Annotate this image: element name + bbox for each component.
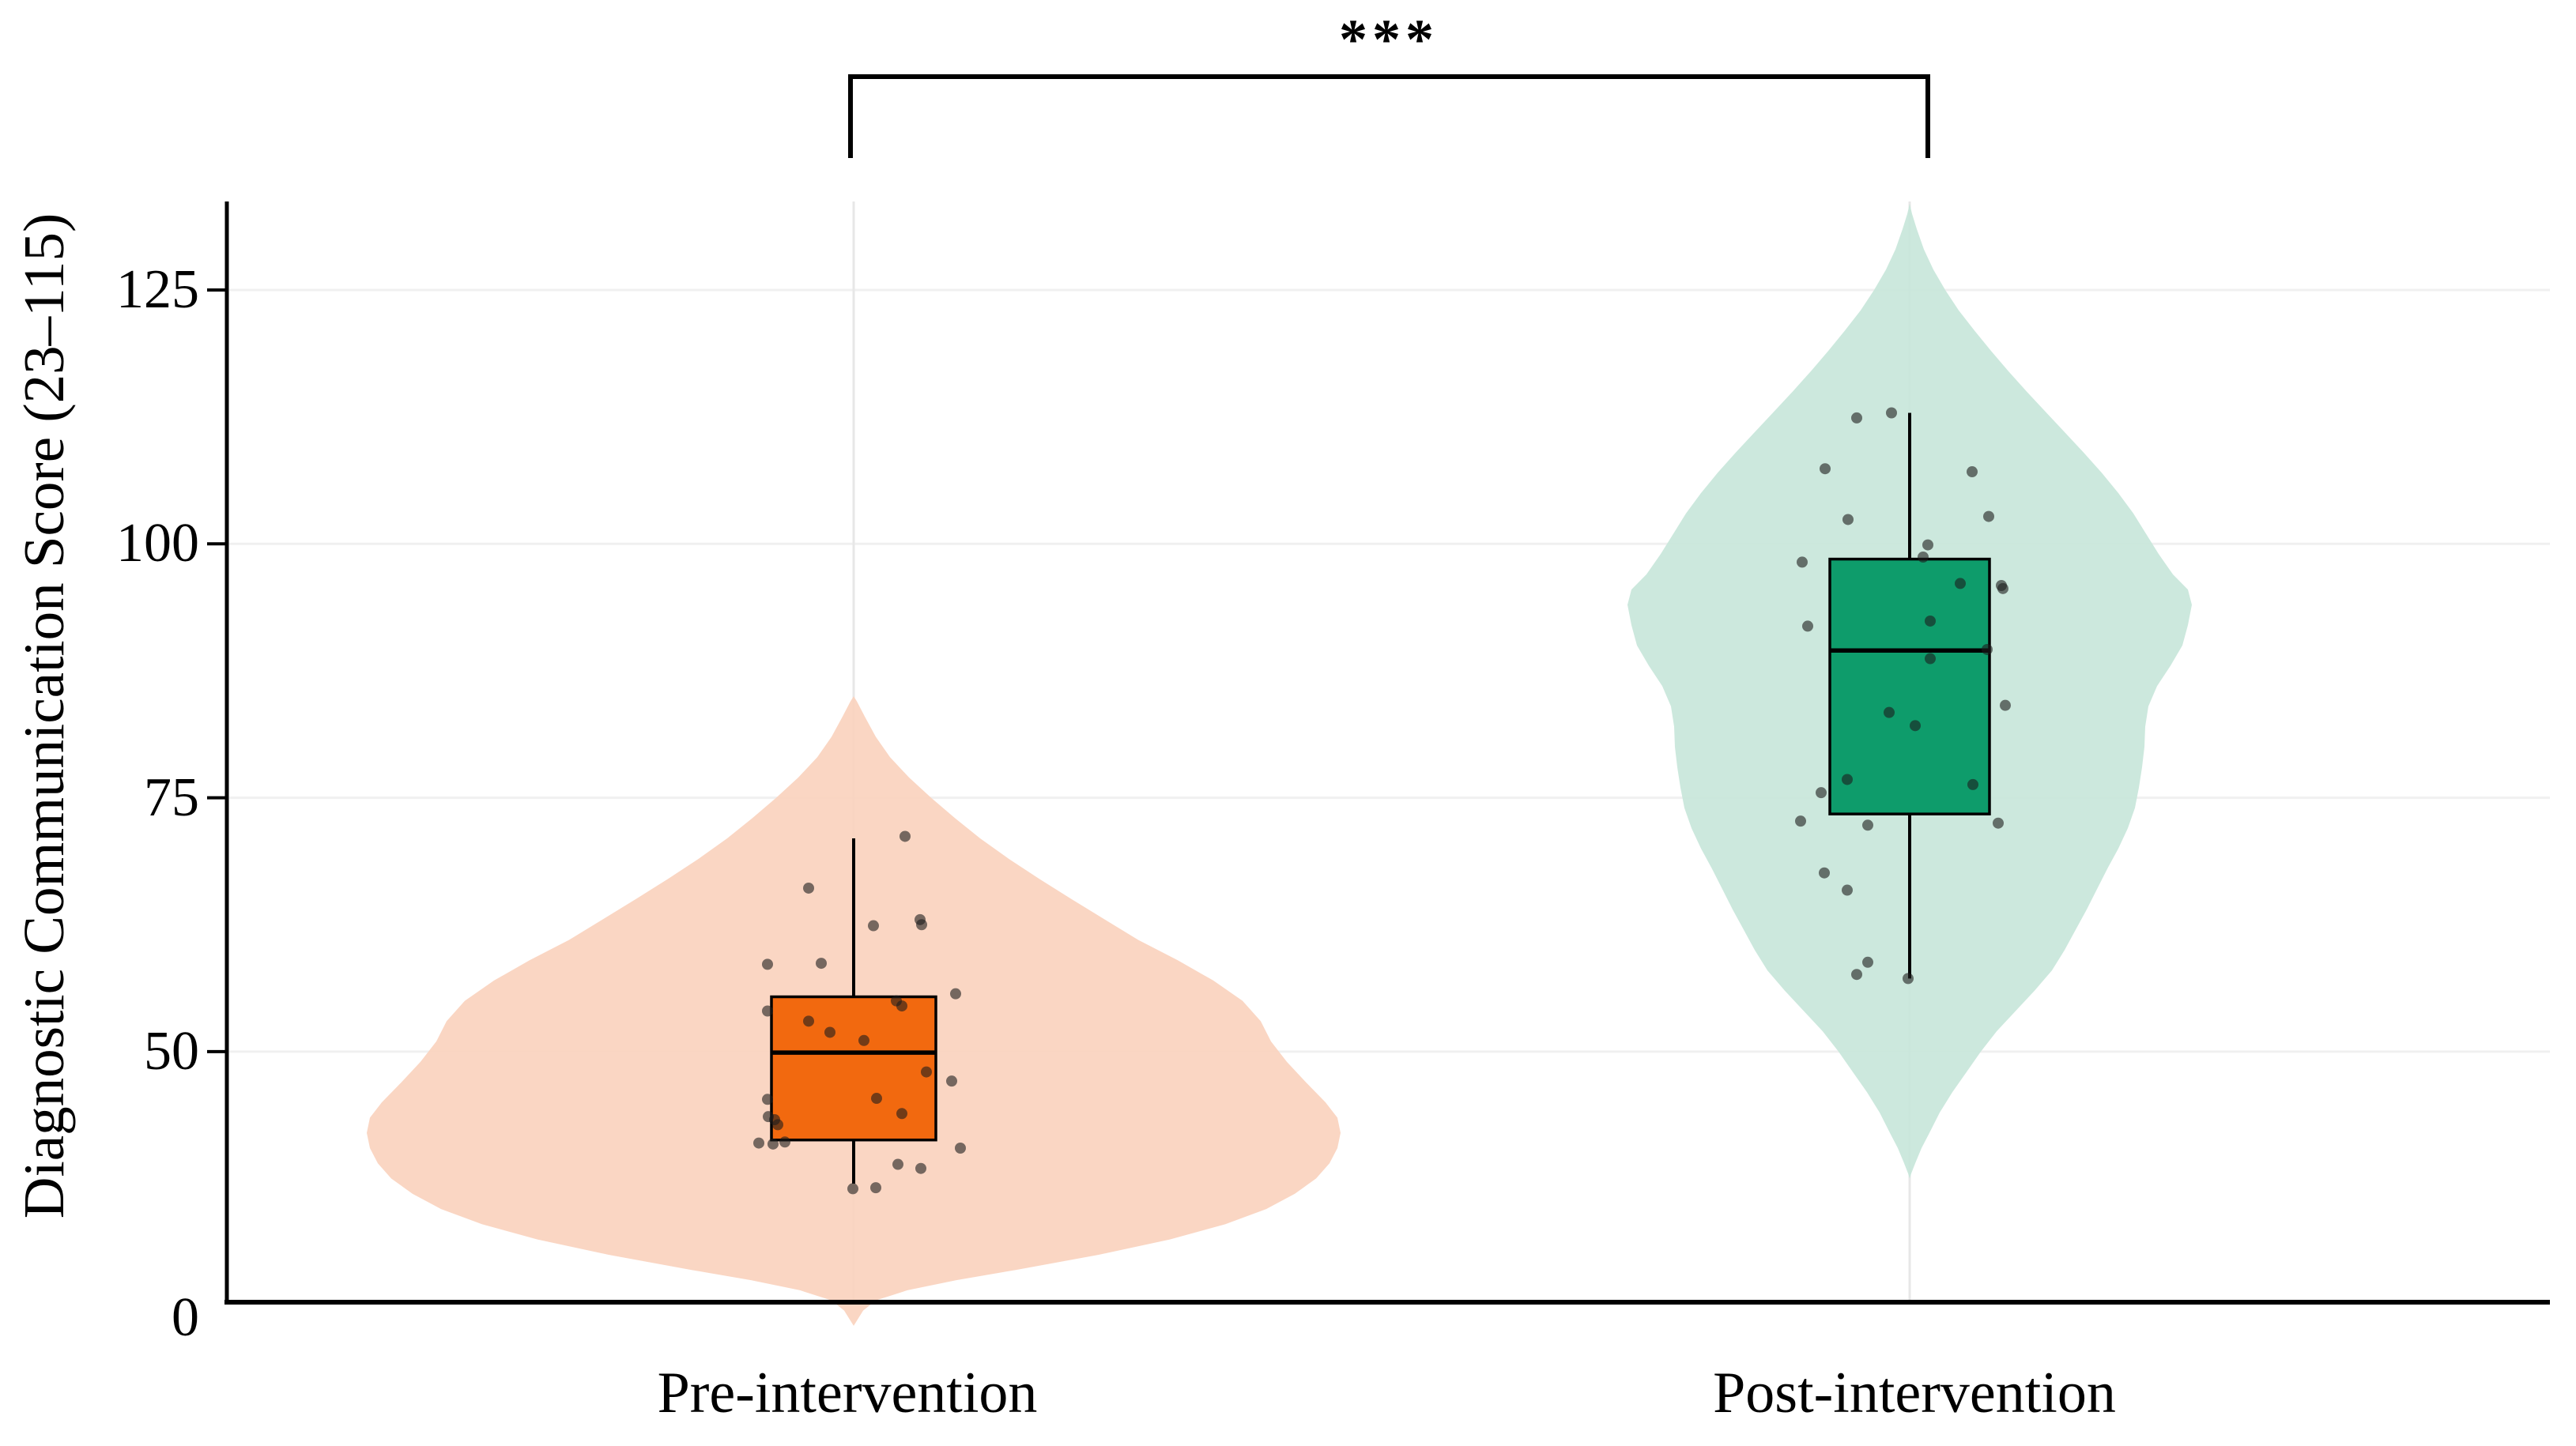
data-point-post-13 [1925,615,1936,627]
data-point-pre-13 [858,1034,869,1046]
x-category-label-post-intervention: Post-intervention [1713,1361,2116,1425]
data-point-pre-29 [870,1182,881,1194]
data-point-pre-21 [772,1119,783,1131]
y-tick-label-75: 75 [144,767,199,828]
data-point-pre-9 [896,1000,907,1012]
data-point-post-18 [2000,699,2011,711]
data-point-post-4 [1842,514,1854,525]
data-point-pre-5 [762,958,773,970]
x-category-label-pre-intervention: Pre-intervention [657,1361,1038,1425]
data-point-post-28 [1851,969,1862,981]
data-point-pre-11 [803,1015,814,1027]
significance-stars: *** [1339,8,1439,71]
data-point-post-25 [1819,867,1830,879]
y-tick-label-125: 125 [116,259,199,320]
box-post [1828,557,1991,815]
data-point-pre-22 [753,1137,764,1149]
data-point-post-1 [1851,412,1862,424]
box-pre [770,995,937,1142]
data-point-post-19 [1842,774,1853,785]
data-point-post-22 [1795,815,1806,827]
data-point-pre-27 [915,1162,926,1174]
data-point-post-7 [1918,552,1929,563]
data-point-post-9 [1955,578,1966,589]
data-point-post-20 [1967,778,1978,790]
data-point-pre-12 [824,1026,835,1038]
data-point-post-15 [1925,653,1936,665]
data-point-pre-14 [921,1066,932,1078]
data-point-post-27 [1862,956,1873,968]
data-point-post-0 [1886,407,1897,419]
y-tick-label-0: 0 [172,1287,199,1348]
data-point-pre-1 [803,882,814,894]
data-point-pre-25 [955,1142,966,1154]
data-point-pre-4 [916,919,927,931]
significance-bracket [848,74,1930,158]
data-point-post-14 [1982,643,1993,655]
data-point-pre-18 [896,1108,907,1120]
data-point-post-24 [1993,817,2004,829]
data-point-post-8 [1797,556,1808,568]
data-point-pre-17 [762,1094,773,1105]
data-point-pre-16 [871,1093,882,1105]
data-point-post-2 [1820,463,1831,475]
data-point-pre-15 [946,1075,957,1087]
data-point-pre-10 [762,1005,773,1017]
data-point-pre-23 [768,1138,779,1150]
data-point-post-17 [1910,720,1921,732]
data-point-post-16 [1884,706,1895,718]
data-point-post-11 [1997,582,2008,594]
data-point-post-21 [1816,787,1827,799]
data-point-post-6 [1922,539,1933,551]
data-point-pre-26 [892,1158,903,1170]
data-point-post-5 [1983,510,1994,522]
y-tick-label-50: 50 [144,1021,199,1082]
data-point-post-23 [1862,819,1873,831]
data-point-pre-28 [847,1183,858,1195]
data-point-post-29 [1903,973,1914,985]
data-point-pre-2 [868,920,879,932]
data-point-post-26 [1842,884,1853,896]
data-point-pre-24 [779,1136,790,1148]
data-point-pre-0 [900,830,911,842]
y-tick-label-100: 100 [116,513,199,574]
data-point-pre-6 [816,958,827,970]
data-point-post-3 [1967,466,1978,478]
data-point-post-12 [1802,620,1813,632]
data-point-pre-7 [950,988,961,1000]
